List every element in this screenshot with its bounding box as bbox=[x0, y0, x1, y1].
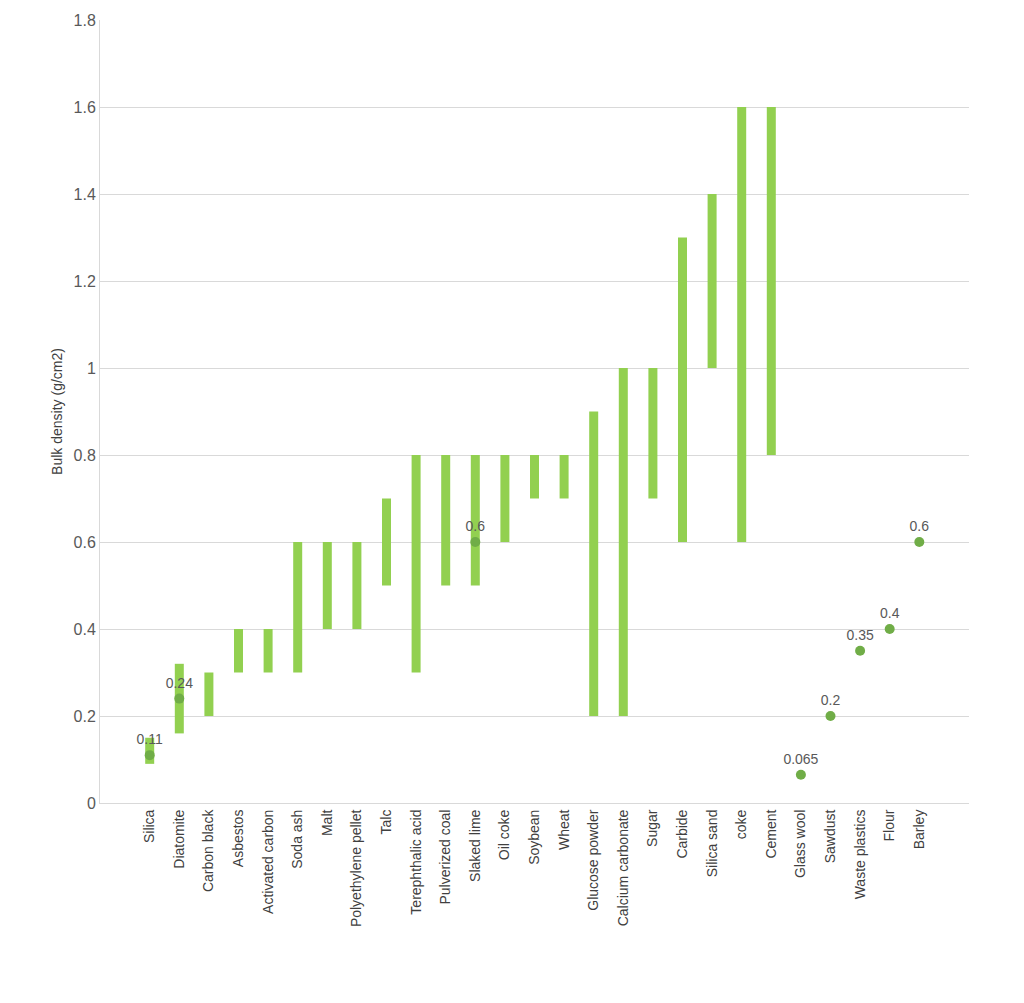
svg-text:0.24: 0.24 bbox=[166, 675, 193, 691]
svg-text:Activated carbon: Activated carbon bbox=[260, 810, 276, 914]
svg-text:1.2: 1.2 bbox=[74, 273, 96, 290]
svg-text:1: 1 bbox=[87, 360, 96, 377]
svg-text:Slaked lime: Slaked lime bbox=[467, 809, 483, 882]
svg-text:0.065: 0.065 bbox=[783, 751, 818, 767]
svg-text:0.2: 0.2 bbox=[821, 692, 841, 708]
svg-text:coke: coke bbox=[733, 809, 749, 839]
svg-text:Carbide: Carbide bbox=[674, 809, 690, 858]
svg-text:Bulk density (g/cm2): Bulk density (g/cm2) bbox=[49, 348, 65, 475]
svg-text:Terephthalic acid: Terephthalic acid bbox=[408, 810, 424, 915]
svg-text:0: 0 bbox=[87, 795, 96, 812]
svg-text:Waste plastics: Waste plastics bbox=[852, 810, 868, 900]
svg-text:Sugar: Sugar bbox=[644, 809, 660, 847]
svg-text:Oil coke: Oil coke bbox=[496, 809, 512, 860]
svg-text:Polyethylene pellet: Polyethylene pellet bbox=[348, 809, 364, 927]
svg-text:Soda ash: Soda ash bbox=[289, 810, 305, 869]
svg-text:0.11: 0.11 bbox=[137, 731, 163, 747]
svg-text:0.4: 0.4 bbox=[74, 621, 96, 638]
svg-text:Sawdust: Sawdust bbox=[822, 809, 838, 863]
svg-text:1.6: 1.6 bbox=[74, 99, 96, 116]
svg-text:0.2: 0.2 bbox=[74, 708, 96, 725]
svg-text:0.6: 0.6 bbox=[910, 518, 930, 534]
svg-text:Carbon black: Carbon black bbox=[200, 809, 216, 892]
svg-text:Cement: Cement bbox=[763, 810, 779, 859]
svg-text:Silica: Silica bbox=[141, 809, 157, 843]
svg-text:Diatomite: Diatomite bbox=[171, 809, 187, 868]
svg-text:1.8: 1.8 bbox=[74, 12, 96, 29]
svg-text:1.4: 1.4 bbox=[74, 186, 96, 203]
svg-text:Asbestos: Asbestos bbox=[230, 810, 246, 868]
svg-text:Barley: Barley bbox=[911, 810, 927, 850]
svg-text:Pulverized coal: Pulverized coal bbox=[437, 810, 453, 905]
svg-text:0.6: 0.6 bbox=[466, 518, 486, 534]
svg-text:Calcium carbonate: Calcium carbonate bbox=[615, 809, 631, 926]
svg-text:Glass wool: Glass wool bbox=[792, 810, 808, 878]
svg-text:Silica sand: Silica sand bbox=[704, 810, 720, 878]
svg-text:Wheat: Wheat bbox=[556, 809, 572, 850]
svg-text:Flour: Flour bbox=[881, 809, 897, 841]
svg-text:Talc: Talc bbox=[378, 810, 394, 835]
svg-text:0.4: 0.4 bbox=[880, 605, 900, 621]
svg-text:Soybean: Soybean bbox=[526, 810, 542, 865]
svg-text:Malt: Malt bbox=[319, 809, 335, 836]
svg-text:0.35: 0.35 bbox=[846, 627, 873, 643]
svg-text:0.6: 0.6 bbox=[74, 534, 96, 551]
svg-text:0.8: 0.8 bbox=[74, 447, 96, 464]
svg-text:Glucose powder: Glucose powder bbox=[585, 809, 601, 911]
